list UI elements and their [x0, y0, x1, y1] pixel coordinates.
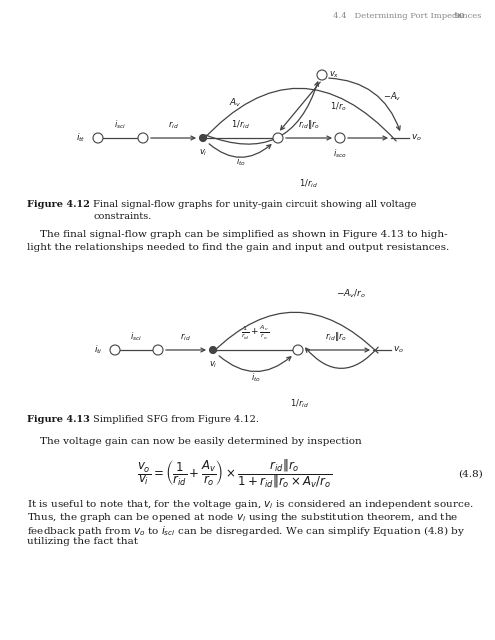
- Text: $i_{to}$: $i_{to}$: [236, 155, 246, 168]
- Text: $r_{id}$: $r_{id}$: [168, 120, 178, 131]
- Text: $v_i$: $v_i$: [198, 148, 207, 159]
- Text: Thus, the graph can be opened at node $v_i$ using the substitution theorem, and : Thus, the graph can be opened at node $v…: [27, 511, 458, 524]
- Text: $v_o$: $v_o$: [411, 132, 422, 143]
- Text: It is useful to note that, for the voltage gain, $v_i$ is considered an independ: It is useful to note that, for the volta…: [27, 498, 474, 511]
- Circle shape: [317, 70, 327, 80]
- Text: $i_{to}$: $i_{to}$: [250, 372, 260, 385]
- Text: $r_{id}$: $r_{id}$: [180, 332, 191, 343]
- Text: $i_{sco}$: $i_{sco}$: [333, 148, 347, 161]
- Text: $\dfrac{v_o}{v_i} = \left(\dfrac{1}{r_{id}} + \dfrac{A_v}{r_o}\right) \times \df: $\dfrac{v_o}{v_i} = \left(\dfrac{1}{r_{i…: [138, 458, 333, 490]
- Text: Figure 4.13: Figure 4.13: [27, 415, 90, 424]
- Text: Final signal-flow graphs for unity-gain circuit showing all voltage: Final signal-flow graphs for unity-gain …: [93, 200, 416, 209]
- Text: Figure 4.12: Figure 4.12: [27, 200, 90, 209]
- Text: light the relationships needed to find the gain and input and output resistances: light the relationships needed to find t…: [27, 243, 449, 252]
- Text: $i_{sci}$: $i_{sci}$: [130, 330, 143, 343]
- Text: 4.4   Determining Port Impedances: 4.4 Determining Port Impedances: [333, 12, 481, 20]
- Circle shape: [138, 133, 148, 143]
- Text: $1/r_{id}$: $1/r_{id}$: [290, 398, 308, 410]
- Text: $v_i$: $v_i$: [209, 360, 217, 371]
- Text: utilizing the fact that: utilizing the fact that: [27, 537, 138, 546]
- Text: $1/r_{id}$: $1/r_{id}$: [231, 118, 250, 131]
- Text: $i_{sci}$: $i_{sci}$: [114, 118, 127, 131]
- Text: $v_o$: $v_o$: [393, 345, 404, 355]
- Text: $\frac{1}{r_{id}}+\frac{A_v}{r_o}$: $\frac{1}{r_{id}}+\frac{A_v}{r_o}$: [242, 324, 270, 342]
- Text: $A_v$: $A_v$: [229, 97, 241, 109]
- Text: $-A_v$: $-A_v$: [383, 91, 401, 103]
- Text: $i_{ti}$: $i_{ti}$: [94, 344, 103, 356]
- Text: $v_x$: $v_x$: [329, 70, 340, 80]
- Text: The voltage gain can now be easily determined by inspection: The voltage gain can now be easily deter…: [27, 437, 362, 446]
- Text: $r_{id}\|r_o$: $r_{id}\|r_o$: [298, 118, 320, 131]
- Text: $r_{id}\|r_o$: $r_{id}\|r_o$: [326, 330, 347, 343]
- Text: $-A_v/r_o$: $-A_v/r_o$: [337, 287, 366, 300]
- Text: $i_{tt}$: $i_{tt}$: [76, 132, 86, 144]
- Circle shape: [199, 134, 206, 141]
- Text: 90: 90: [453, 12, 465, 20]
- Text: The final signal-flow graph can be simplified as shown in Figure 4.13 to high-: The final signal-flow graph can be simpl…: [27, 230, 447, 239]
- Text: constraints.: constraints.: [93, 212, 151, 221]
- Circle shape: [293, 345, 303, 355]
- Text: Simplified SFG from Figure 4.12.: Simplified SFG from Figure 4.12.: [93, 415, 259, 424]
- Circle shape: [153, 345, 163, 355]
- Text: $1/r_o$: $1/r_o$: [330, 100, 347, 113]
- Circle shape: [93, 133, 103, 143]
- Text: (4.8): (4.8): [458, 470, 483, 479]
- Circle shape: [209, 346, 216, 353]
- Circle shape: [110, 345, 120, 355]
- Circle shape: [335, 133, 345, 143]
- Circle shape: [273, 133, 283, 143]
- Text: feedback path from $v_o$ to $i_{sci}$ can be disregarded. We can simplify Equati: feedback path from $v_o$ to $i_{sci}$ ca…: [27, 524, 465, 538]
- Text: $1/r_{id}$: $1/r_{id}$: [298, 178, 317, 191]
